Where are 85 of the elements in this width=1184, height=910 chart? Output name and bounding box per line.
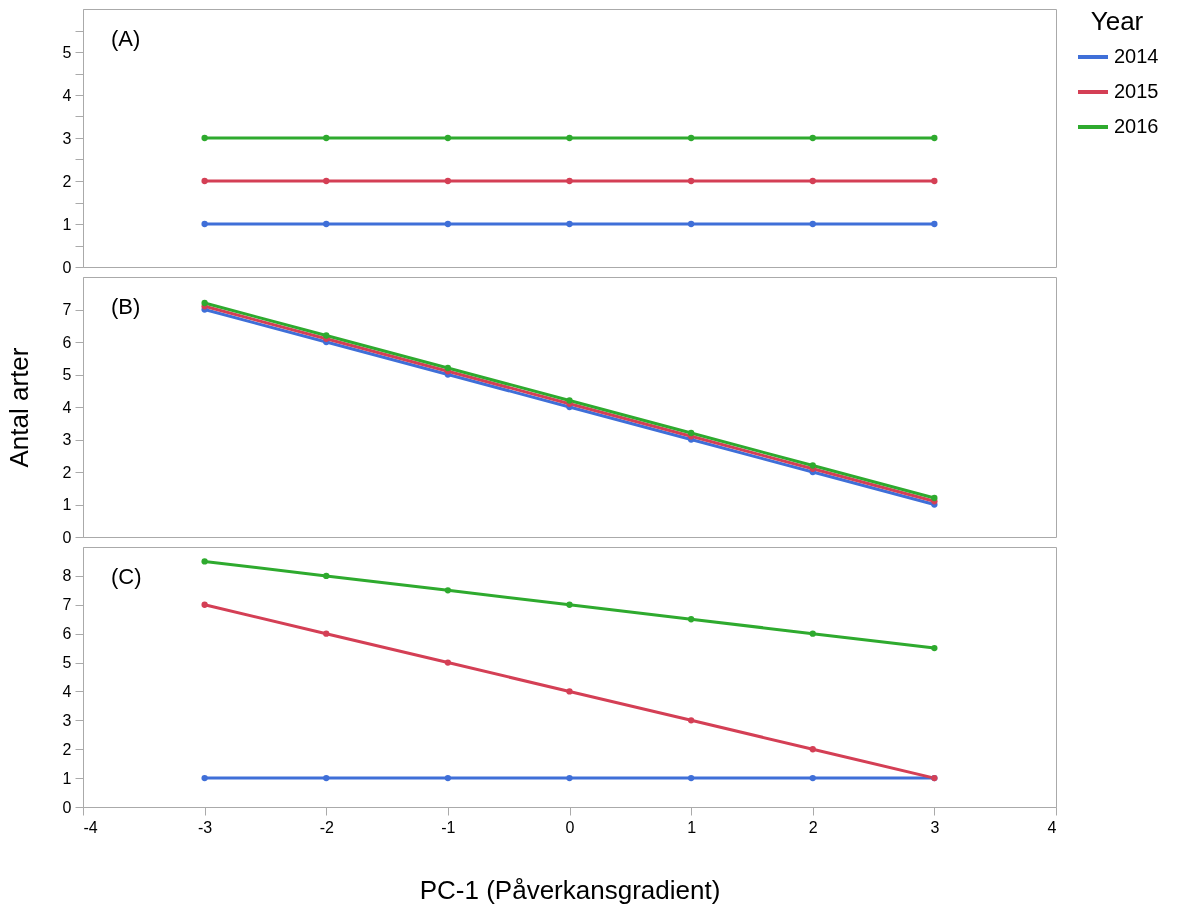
point: [809, 220, 816, 228]
x-axis-title: PC-1 (Påverkansgradient): [419, 874, 721, 905]
point: [566, 177, 573, 185]
y-tick-label: 1: [62, 496, 72, 513]
x-tick-label: 4: [1047, 818, 1057, 836]
point: [687, 429, 695, 437]
x-tick-label: -4: [83, 818, 98, 836]
y-tick-label: 2: [62, 740, 72, 758]
point: [323, 220, 330, 228]
y-tick-label: 2: [62, 172, 72, 190]
x-tick-label: 2: [808, 818, 818, 836]
y-tick-label: 3: [62, 711, 72, 729]
point: [687, 616, 695, 623]
legend-title: Year: [1090, 6, 1144, 36]
point: [444, 659, 452, 666]
y-tick-label: 4: [62, 682, 72, 700]
point: [323, 134, 330, 142]
y-tick-label: 6: [62, 625, 72, 643]
point: [323, 774, 330, 782]
y-tick-label: 5: [62, 366, 72, 383]
point: [444, 220, 452, 228]
y-tick-label: 7: [62, 596, 72, 614]
point: [323, 572, 330, 580]
point: [566, 601, 573, 608]
y-tick-label: 7: [62, 301, 72, 318]
point: [809, 774, 816, 782]
point: [931, 494, 938, 502]
point: [809, 630, 816, 637]
point: [566, 688, 573, 695]
point: [444, 177, 452, 185]
y-tick-label: 1: [62, 769, 72, 787]
y-tick-label: 3: [62, 431, 72, 448]
y-axis-title: Antal arter: [3, 347, 34, 468]
legend-label: 2016: [1114, 115, 1159, 137]
point: [931, 177, 938, 185]
point: [566, 774, 573, 782]
y-tick-label: 1: [62, 215, 72, 233]
point: [809, 746, 816, 753]
point: [566, 134, 573, 142]
legend-label: 2015: [1114, 80, 1159, 102]
point: [931, 220, 938, 228]
point: [931, 134, 938, 142]
y-tick-label: 5: [62, 654, 72, 672]
point: [566, 220, 573, 228]
point: [444, 774, 452, 782]
point: [201, 299, 208, 307]
point: [687, 774, 695, 782]
y-tick-label: 0: [62, 528, 72, 546]
point: [323, 630, 330, 637]
point: [687, 220, 695, 228]
legend-label: 2014: [1114, 45, 1159, 67]
point: [931, 644, 938, 652]
x-tick-label: -2: [319, 818, 334, 836]
y-tick-label: 4: [62, 86, 72, 104]
y-tick-label: 8: [62, 567, 72, 585]
y-tick-label: 2: [62, 463, 72, 481]
point: [444, 134, 452, 142]
point: [323, 177, 330, 185]
point: [201, 601, 208, 608]
point: [809, 177, 816, 185]
point: [444, 364, 452, 372]
point: [201, 220, 208, 228]
y-tick-label: 6: [62, 333, 72, 351]
y-tick-label: 4: [62, 398, 72, 416]
point: [201, 774, 208, 782]
point: [687, 717, 695, 724]
point: [444, 587, 452, 594]
annotation: (A): [111, 26, 141, 51]
point: [809, 134, 816, 142]
x-tick-label: -3: [198, 818, 213, 836]
y-tick-label: 5: [62, 43, 72, 61]
point: [687, 134, 695, 142]
x-tick-label: 0: [565, 818, 575, 836]
point: [687, 177, 695, 185]
y-tick-label: 3: [62, 129, 72, 147]
y-tick-label: 0: [62, 798, 72, 816]
x-tick-label: 3: [930, 818, 940, 836]
point: [201, 558, 208, 565]
x-tick-label: 1: [687, 818, 697, 836]
y-tick-label: 0: [62, 258, 72, 276]
x-tick-label: -1: [441, 818, 456, 836]
point: [201, 177, 208, 185]
point: [201, 134, 208, 142]
annotation: (C): [111, 564, 142, 589]
annotation: (B): [111, 294, 141, 319]
